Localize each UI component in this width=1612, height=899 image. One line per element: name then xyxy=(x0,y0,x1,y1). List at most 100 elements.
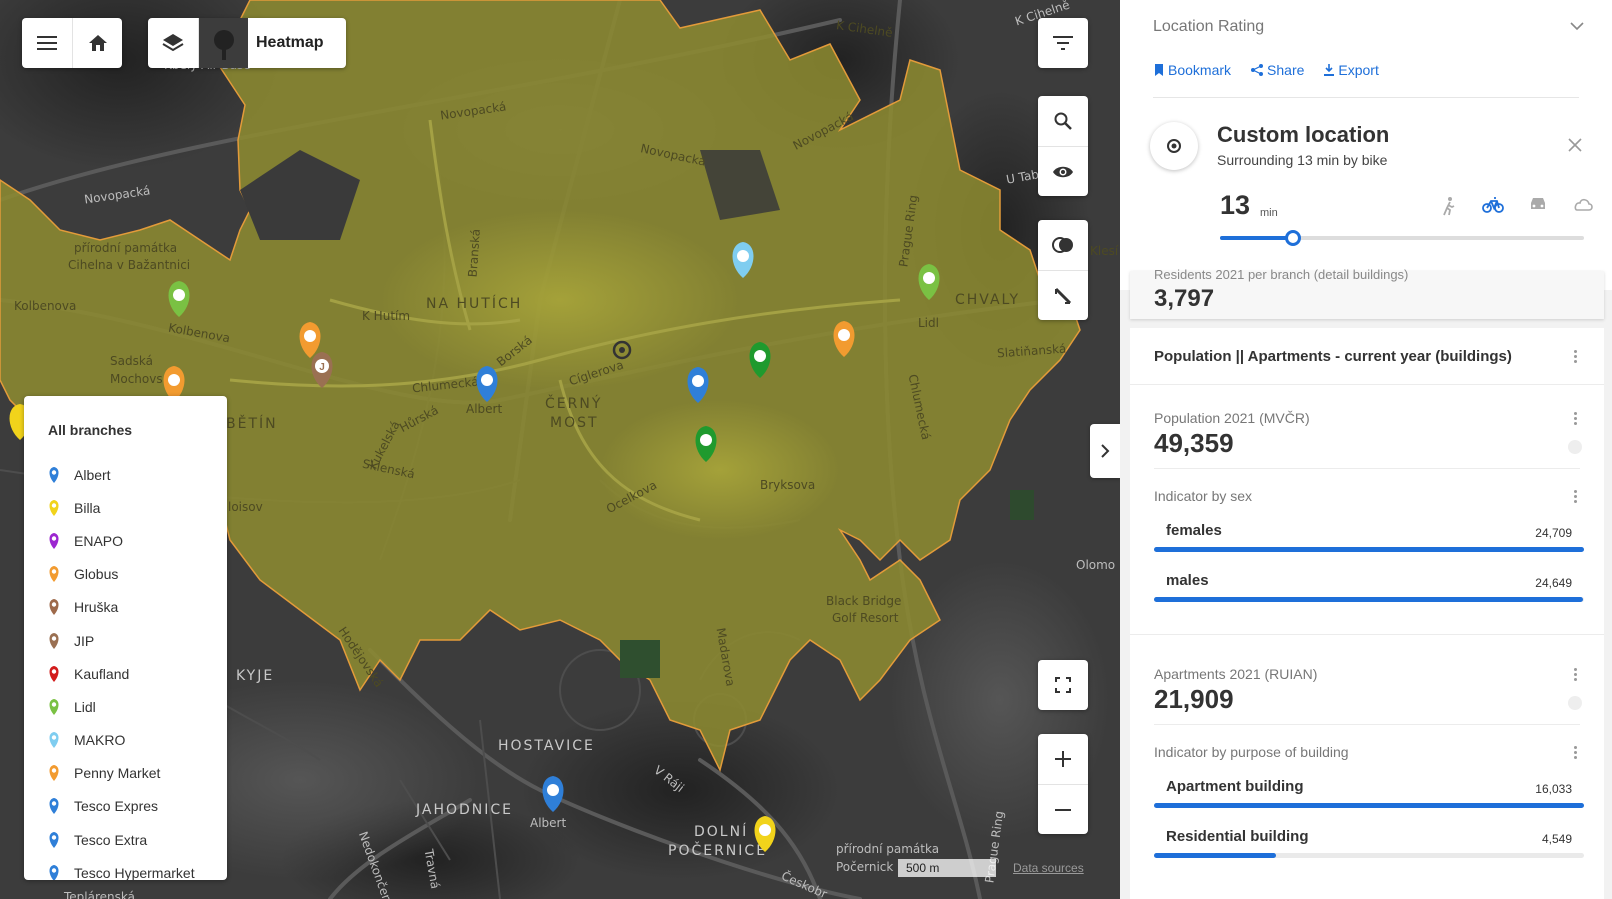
bar-fill xyxy=(1154,803,1584,808)
map-pin-icon xyxy=(49,831,59,848)
car-icon[interactable] xyxy=(1528,196,1548,212)
travel-time-slider[interactable] xyxy=(1220,230,1584,246)
fullscreen-button[interactable] xyxy=(1038,660,1088,710)
population-card: Population || Apartments - current year … xyxy=(1130,328,1604,899)
legend-item[interactable]: MAKRO xyxy=(48,724,227,757)
home-button[interactable] xyxy=(72,18,122,68)
heatmap-preview-icon xyxy=(213,30,234,60)
cloud-icon[interactable] xyxy=(1572,196,1594,212)
heatmap-thumbnail[interactable] xyxy=(198,18,248,68)
map-pin-icon xyxy=(49,532,59,549)
divider xyxy=(1130,634,1604,635)
legend-item[interactable]: Lidl xyxy=(48,690,227,723)
export-button[interactable]: Export xyxy=(1324,62,1379,78)
menu-button[interactable] xyxy=(22,18,72,68)
map-scale: 500 m xyxy=(898,859,996,877)
zoom-in-button[interactable] xyxy=(1038,734,1088,784)
legend-item-label: Albert xyxy=(74,466,111,483)
bike-icon[interactable] xyxy=(1482,196,1504,214)
info-dot-icon[interactable] xyxy=(1568,696,1582,710)
map-pin-icon xyxy=(49,466,59,483)
info-dot-icon[interactable] xyxy=(1568,440,1582,454)
bar-fill xyxy=(1154,597,1583,602)
bar-fill xyxy=(1154,547,1584,552)
share-button[interactable]: Share xyxy=(1251,62,1304,78)
main-controls xyxy=(22,18,122,68)
legend-item[interactable]: JIP xyxy=(48,624,227,657)
map-label: Mochovs xyxy=(110,372,163,386)
location-title: Custom location xyxy=(1217,122,1390,147)
legend-item[interactable]: Tesco Extra xyxy=(48,823,227,856)
layers-button[interactable] xyxy=(148,18,198,68)
legend-list: Albert Billa ENAPO Globus Hruška JIP Kaufland L… xyxy=(48,458,227,880)
card-title: Population || Apartments - current year … xyxy=(1154,348,1512,365)
purpose-indicator-label: Indicator by purpose of building xyxy=(1154,744,1349,760)
layers-icon xyxy=(162,34,184,52)
slider-handle[interactable] xyxy=(1284,230,1301,246)
branches-legend: All branches Albert Billa ENAPO Globus Hrušk… xyxy=(24,396,227,880)
legend-item-label: Hruška xyxy=(74,599,119,616)
map-label: Teplárenská xyxy=(64,890,135,899)
close-icon xyxy=(1568,138,1582,152)
card-menu-icon[interactable] xyxy=(1574,350,1578,365)
plus-icon xyxy=(1055,751,1071,767)
legend-item[interactable]: Tesco Hypermarket xyxy=(48,856,227,880)
map-label: Albert xyxy=(466,402,503,416)
bar-track xyxy=(1154,597,1584,602)
legend-item-label: Penny Market xyxy=(74,765,161,782)
indicator-bar-row[interactable]: Residential building 4,549 xyxy=(1154,818,1584,868)
legend-item[interactable]: Globus xyxy=(48,558,227,591)
panel-collapse-button[interactable] xyxy=(1570,18,1584,36)
map-pin-icon xyxy=(49,732,59,749)
indicator-menu-icon[interactable] xyxy=(1574,668,1578,683)
travel-time-value: 13 xyxy=(1220,190,1251,220)
indicator-menu-icon[interactable] xyxy=(1574,746,1578,761)
zoom-controls xyxy=(1038,734,1088,834)
map-label: NA HUTÍCH xyxy=(426,296,523,312)
legend-item[interactable]: Billa xyxy=(48,491,227,524)
collapse-panel-button[interactable] xyxy=(1090,424,1120,478)
measure-button[interactable] xyxy=(1038,270,1088,320)
legend-item[interactable]: Tesco Expres xyxy=(48,790,227,823)
legend-item[interactable]: ENAPO xyxy=(48,524,227,557)
residents-value: 3,797 xyxy=(1154,285,1215,312)
legend-item-label: JIP xyxy=(74,632,95,649)
indicator-bar-row[interactable]: Apartment building 16,033 xyxy=(1154,768,1584,818)
data-sources-link[interactable]: Data sources xyxy=(1013,861,1084,875)
legend-item[interactable]: Kaufland xyxy=(48,657,227,690)
walk-icon[interactable] xyxy=(1440,196,1458,216)
legend-item[interactable]: Penny Market xyxy=(48,757,227,790)
bar-track xyxy=(1154,547,1584,552)
legend-item[interactable]: Albert xyxy=(48,458,227,491)
map-label: DOLNÍ xyxy=(694,824,749,840)
compare-button[interactable] xyxy=(1038,220,1088,270)
filter-button[interactable] xyxy=(1038,18,1088,68)
legend-title: All branches xyxy=(48,422,133,438)
indicator-menu-icon[interactable] xyxy=(1574,490,1578,505)
legend-item-label: Tesco Extra xyxy=(74,831,148,848)
filter-tool xyxy=(1038,18,1088,68)
close-location-button[interactable] xyxy=(1568,138,1582,157)
bar-value: 4,549 xyxy=(1541,832,1572,846)
map-label: Bryksova xyxy=(760,478,816,492)
apartments-value: 21,909 xyxy=(1154,684,1234,714)
indicator-bar-row[interactable]: males 24,649 xyxy=(1154,562,1584,612)
map-view[interactable]: K Cihelně K Cihelně Novopacká Novopacká … xyxy=(0,0,1120,899)
panel-actions: Bookmark Share Export xyxy=(1154,62,1379,78)
residents-label: Residents 2021 per branch (detail buildi… xyxy=(1154,267,1409,282)
bar-value: 24,649 xyxy=(1535,576,1572,590)
panel-title: Location Rating xyxy=(1153,18,1265,35)
view-tools xyxy=(1038,96,1088,196)
indicator-bar-row[interactable]: females 24,709 xyxy=(1154,512,1584,562)
divider xyxy=(1130,384,1604,385)
visibility-button[interactable] xyxy=(1038,146,1088,196)
legend-item[interactable]: Hruška xyxy=(48,591,227,624)
indicator-menu-icon[interactable] xyxy=(1574,412,1578,427)
map-label: Lidl xyxy=(918,316,939,330)
heatmap-label[interactable]: Heatmap xyxy=(256,34,324,51)
search-button[interactable] xyxy=(1038,96,1088,146)
zoom-out-button[interactable] xyxy=(1038,784,1088,834)
divider xyxy=(1154,724,1580,725)
bar-label: males xyxy=(1166,572,1209,589)
bookmark-button[interactable]: Bookmark xyxy=(1154,62,1231,78)
